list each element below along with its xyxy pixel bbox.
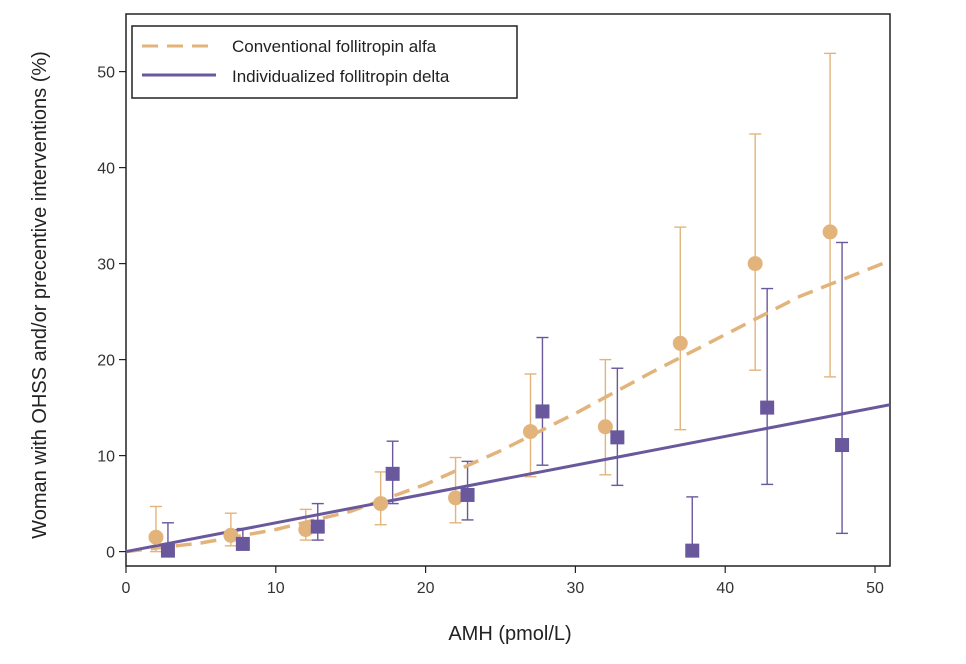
legend-box [131,25,518,99]
point-individualized [535,404,550,419]
y-tick-label: 10 [97,449,115,466]
point-individualized [235,536,250,551]
point-conventional [148,529,164,545]
point-conventional [448,490,464,506]
point-individualized [760,400,775,415]
legend-label-conventional: Conventional follitropin alfa [232,37,437,56]
fit-line-conventional [125,259,891,554]
x-tick-label: 10 [267,580,285,597]
y-tick-label: 0 [106,545,115,562]
point-conventional [747,256,763,272]
point-individualized [685,543,700,558]
point-individualized [160,543,175,558]
y-axis-title: Woman with OHSS and/or precentive interv… [29,51,51,539]
point-individualized [460,487,475,502]
x-axis-title: AMH (pmol/L) [448,623,571,645]
point-conventional [522,424,538,440]
point-conventional [223,527,239,543]
plot-area [125,13,891,567]
point-conventional [373,496,389,512]
x-tick-label: 40 [716,580,734,597]
point-individualized [385,466,400,481]
point-conventional [822,224,838,240]
axes-layer: 0 10 20 30 40 50 0 10 20 30 40 50 [97,65,884,597]
legend-label-individualized: Individualized follitropin delta [232,67,450,86]
point-conventional [597,419,613,435]
fit-line-individualized [125,403,891,554]
point-individualized [835,438,850,453]
y-tick-label: 40 [97,161,115,178]
point-individualized [310,519,325,534]
y-tick-label: 20 [97,353,115,370]
y-tick-label: 30 [97,257,115,274]
series-layer [125,52,891,558]
legend: Conventional follitropin alfa Individual… [131,25,518,99]
x-tick-label: 20 [417,580,435,597]
point-conventional [672,335,688,351]
plot-frame [125,13,891,567]
x-tick-label: 50 [866,580,884,597]
point-conventional [298,522,314,538]
point-individualized [610,430,625,445]
x-tick-label: 30 [567,580,585,597]
x-tick-label: 0 [122,580,131,597]
y-tick-label: 50 [97,65,115,82]
